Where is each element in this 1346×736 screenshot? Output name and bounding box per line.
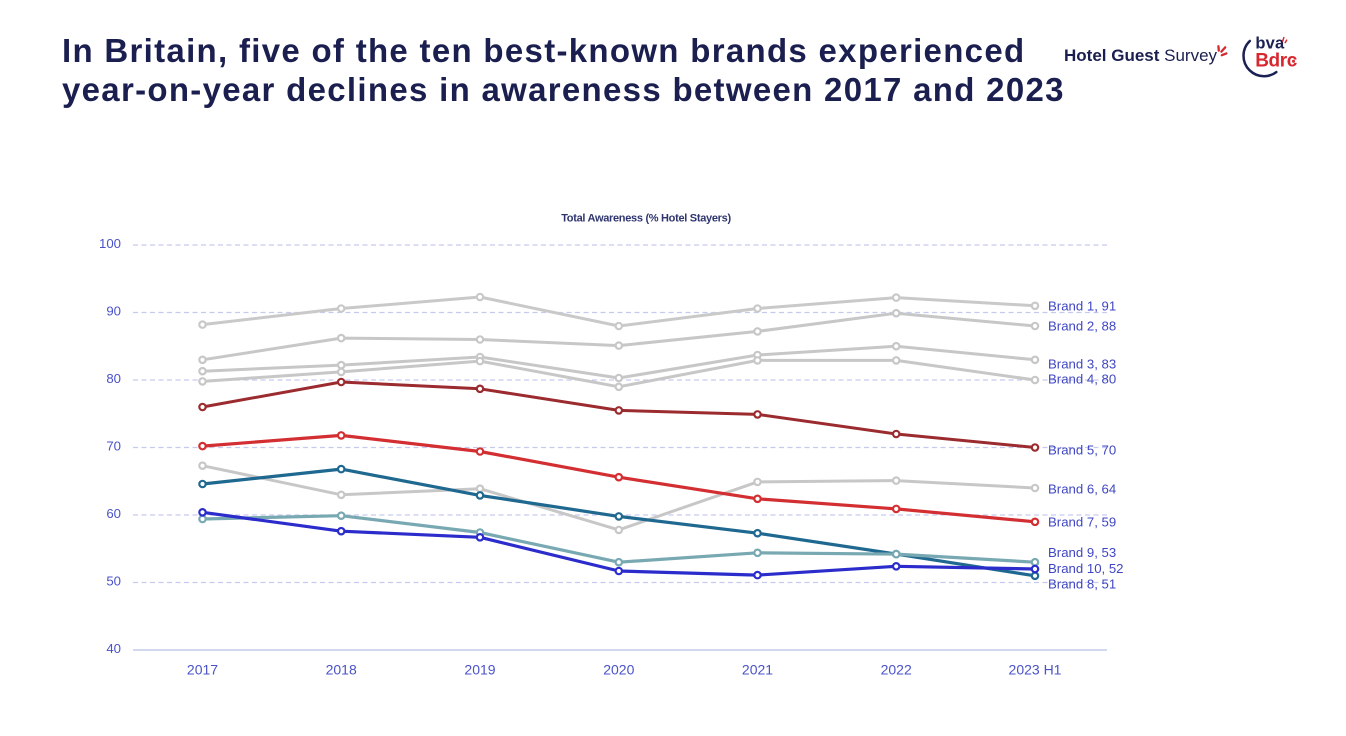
svg-text:Brand 10, 52: Brand 10, 52 [1048, 561, 1124, 576]
svg-text:2019: 2019 [464, 662, 495, 678]
svg-text:Brand 7, 59: Brand 7, 59 [1048, 515, 1116, 530]
svg-text:60: 60 [106, 506, 121, 521]
svg-text:2021: 2021 [742, 662, 773, 678]
svg-text:bva: bva [1255, 35, 1285, 53]
svg-text:Brand 4, 80: Brand 4, 80 [1048, 372, 1116, 387]
svg-text:70: 70 [106, 439, 121, 454]
svg-text:Brand 1, 91: Brand 1, 91 [1048, 299, 1116, 314]
svg-text:2022: 2022 [881, 662, 912, 678]
svg-text:50: 50 [106, 574, 121, 589]
svg-text:90: 90 [106, 304, 121, 319]
svg-text:Bdrc: Bdrc [1255, 51, 1298, 72]
svg-text:100: 100 [99, 236, 121, 251]
svg-text:Brand 9, 53: Brand 9, 53 [1048, 545, 1116, 560]
svg-text:Brand 2, 88: Brand 2, 88 [1048, 319, 1116, 334]
svg-text:Brand 3, 83: Brand 3, 83 [1048, 357, 1116, 372]
svg-text:2018: 2018 [326, 662, 357, 678]
svg-text:Brand 5, 70: Brand 5, 70 [1048, 443, 1116, 458]
svg-text:Total Awareness (% Hotel Staye: Total Awareness (% Hotel Stayers) [561, 213, 731, 225]
svg-text:2023 H1: 2023 H1 [1009, 662, 1062, 678]
svg-text:80: 80 [106, 371, 121, 386]
svg-text:2020: 2020 [603, 662, 634, 678]
svg-text:40: 40 [106, 641, 121, 656]
svg-text:Brand 6, 64: Brand 6, 64 [1048, 482, 1116, 497]
svg-text:2017: 2017 [187, 662, 218, 678]
svg-text:Brand 8, 51: Brand 8, 51 [1048, 577, 1116, 592]
